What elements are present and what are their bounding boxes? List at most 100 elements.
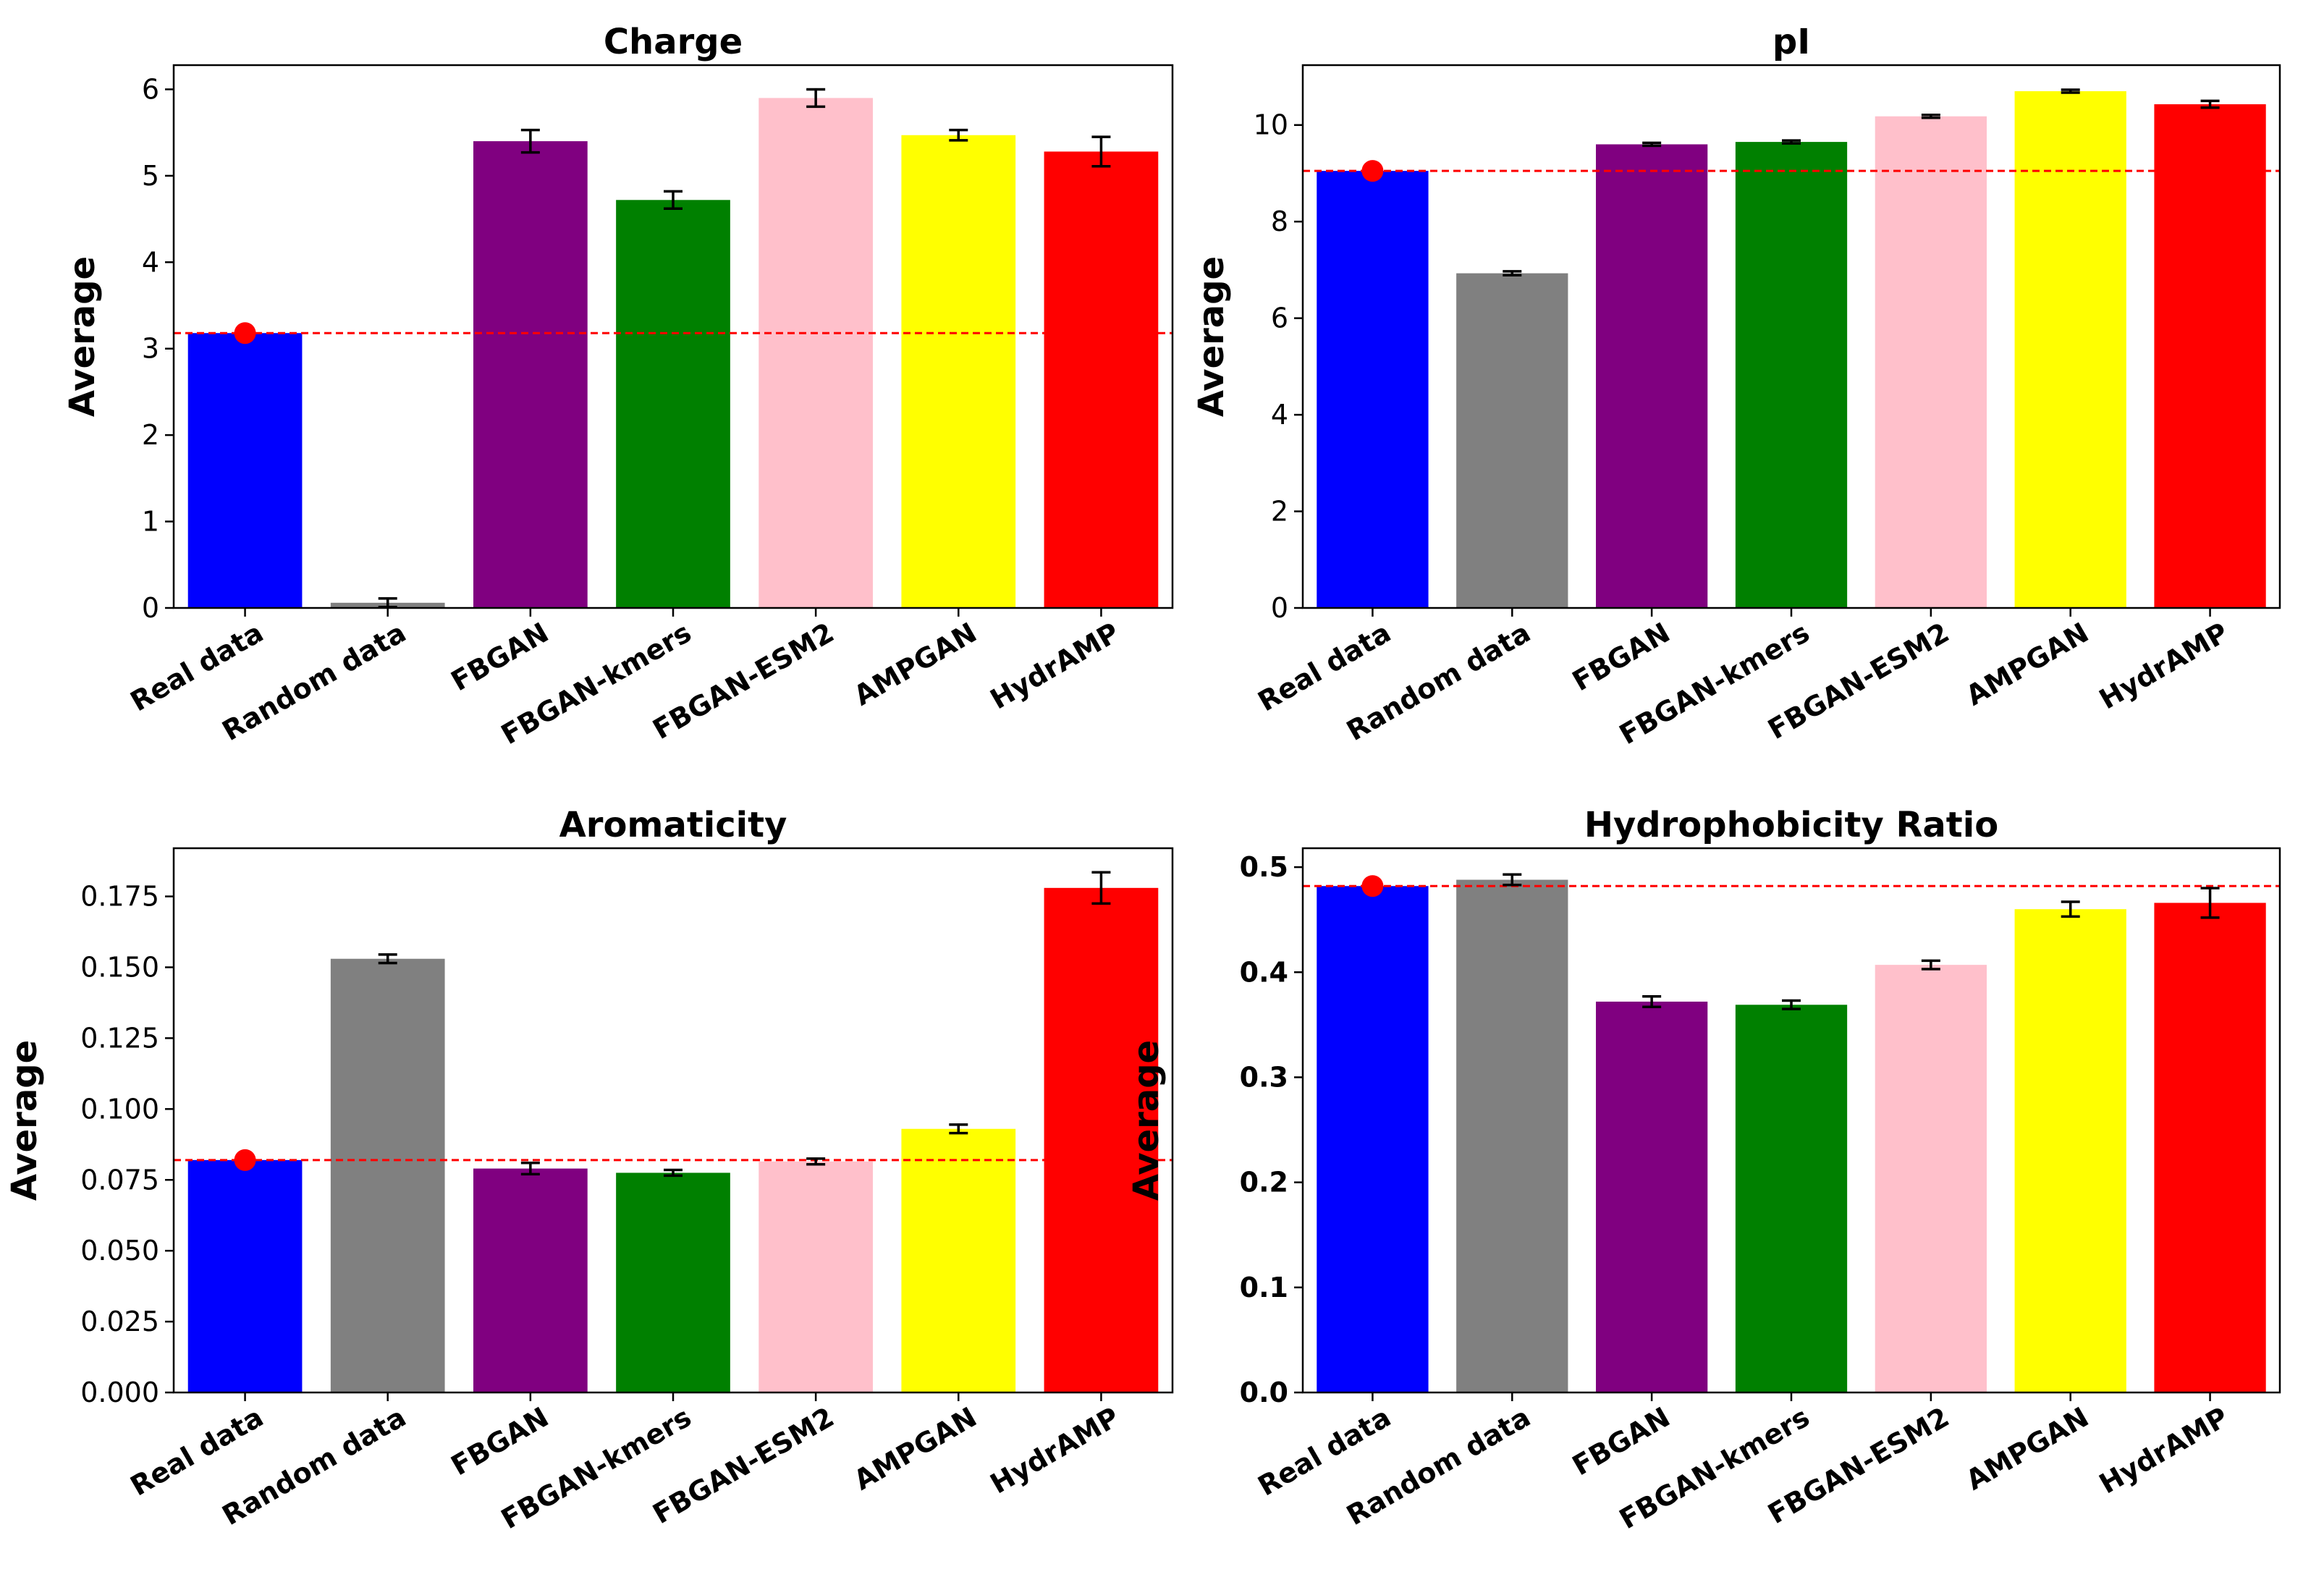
error-bar-fbgan-esm2 (806, 1157, 826, 1166)
bar-fbgan-kmers (1735, 1005, 1848, 1392)
bar-random-data (330, 958, 445, 1392)
x-tick-label: HydrAMP (985, 617, 1125, 716)
chart-aromaticity: Aromaticity Average 0.000 0.025 0.050 0.075 0.… (4, 805, 1174, 1535)
bar-fbgan-esm2 (759, 1161, 873, 1392)
x-tick-label: AMPGAN (848, 617, 981, 712)
chart-title: Charge (604, 22, 743, 62)
error-bar-fbgan (1642, 141, 1662, 148)
y-axis-label: Average (1191, 256, 1232, 417)
bar-ampgan (2014, 91, 2126, 608)
bar-real-data (187, 333, 303, 608)
error-bar-ampgan (2061, 88, 2080, 94)
error-bar-ampgan (949, 1123, 968, 1135)
error-bar-random-data (1503, 270, 1522, 277)
axes-frame (172, 847, 1174, 1394)
y-tick-label: 0.175 (80, 881, 159, 913)
bar-random-data (1456, 879, 1568, 1392)
error-bar-hydramp (2200, 99, 2220, 109)
x-tick-label: HydrAMP (985, 1401, 1125, 1500)
y-tick-label: 2 (1271, 496, 1288, 528)
y-tick-label: 0.5 (1240, 851, 1288, 883)
x-tick-label: AMPGAN (1961, 617, 2094, 712)
x-tick-label: HydrAMP (2094, 617, 2234, 716)
bar-ampgan (901, 1128, 1016, 1392)
x-tick-label: FBGAN (1567, 1401, 1676, 1482)
x-tick-label: AMPGAN (1961, 1401, 2094, 1497)
error-bar-fbgan-kmers (664, 190, 683, 210)
bar-fbgan-kmers (616, 1172, 730, 1392)
chart-title: pI (1772, 22, 1810, 62)
reference-marker (234, 322, 256, 345)
y-tick-label: 0.100 (80, 1093, 159, 1125)
y-tick-label: 5 (142, 160, 159, 192)
reference-marker (234, 1149, 256, 1171)
error-bar-ampgan (949, 128, 968, 142)
axes-frame (1301, 64, 2281, 609)
bar-fbgan (473, 141, 588, 609)
bar-real-data (1317, 886, 1429, 1392)
bar-fbgan-kmers (1735, 142, 1848, 608)
bar-hydramp (2154, 104, 2266, 609)
x-tick-label: HydrAMP (2094, 1401, 2234, 1500)
y-tick-label: 0.4 (1240, 956, 1288, 988)
error-bar-hydramp (2200, 887, 2220, 919)
error-bar-random-data (378, 953, 397, 965)
bar-hydramp (2154, 903, 2266, 1392)
y-axis-label: Average (1126, 1040, 1167, 1201)
bar-fbgan-kmers (616, 200, 730, 608)
y-tick-label: 0.050 (80, 1235, 159, 1267)
bar-fbgan-esm2 (759, 98, 873, 608)
bar-real-data (187, 1159, 303, 1392)
y-axis-label: Average (4, 1040, 45, 1201)
axes-frame (1301, 847, 2281, 1394)
y-tick-label: 0 (1271, 592, 1288, 624)
y-tick-label: 0 (142, 592, 159, 624)
reference-marker (1361, 160, 1384, 182)
y-tick-label: 0.075 (80, 1164, 159, 1196)
x-tick-label: AMPGAN (848, 1401, 981, 1497)
y-tick-label: 0.125 (80, 1022, 159, 1054)
reference-marker (1361, 875, 1384, 897)
error-bar-hydramp (1091, 135, 1111, 168)
bar-fbgan-esm2 (1875, 965, 1987, 1392)
y-tick-label: 0.0 (1240, 1377, 1288, 1408)
error-bar-fbgan-esm2 (1921, 959, 1940, 971)
error-bar-random-data (1503, 873, 1522, 887)
error-bar-ampgan (2061, 900, 2080, 918)
y-tick-label: 0.150 (80, 952, 159, 984)
error-bar-fbgan-kmers (664, 1168, 683, 1178)
y-tick-label: 3 (142, 333, 159, 365)
bar-hydramp (1044, 151, 1159, 608)
bar-real-data (1317, 171, 1429, 609)
error-bar-fbgan (520, 1162, 540, 1176)
bar-fbgan (1596, 144, 1708, 608)
y-tick-label: 6 (142, 73, 159, 105)
bar-ampgan (901, 135, 1016, 609)
bar-random-data (1456, 273, 1568, 608)
bar-fbgan (1596, 1001, 1708, 1392)
error-bar-fbgan-kmers (1782, 139, 1801, 145)
error-bar-fbgan (1642, 994, 1662, 1008)
y-tick-label: 6 (1271, 303, 1288, 334)
x-tick-label: FBGAN (1567, 617, 1676, 698)
y-tick-label: 0.025 (80, 1306, 159, 1337)
y-tick-label: 1 (142, 506, 159, 538)
error-bar-fbgan (520, 128, 540, 154)
y-tick-label: 0.1 (1240, 1272, 1288, 1303)
chart-title: Aromaticity (559, 805, 787, 845)
x-tick-label: FBGAN (446, 617, 554, 698)
bar-fbgan-esm2 (1875, 116, 1987, 608)
bar-hydramp (1044, 887, 1159, 1392)
y-tick-label: 2 (142, 419, 159, 451)
error-bar-fbgan-esm2 (1921, 113, 1940, 119)
error-bar-fbgan-kmers (1782, 999, 1801, 1010)
bar-ampgan (2014, 909, 2126, 1392)
error-bar-hydramp (1091, 871, 1111, 905)
axes-frame (172, 64, 1174, 609)
y-tick-label: 8 (1271, 206, 1288, 237)
chart-title: Hydrophobicity Ratio (1584, 805, 1998, 845)
y-tick-label: 10 (1254, 109, 1288, 141)
y-tick-label: 0.000 (80, 1377, 159, 1408)
y-tick-label: 0.3 (1240, 1061, 1288, 1093)
